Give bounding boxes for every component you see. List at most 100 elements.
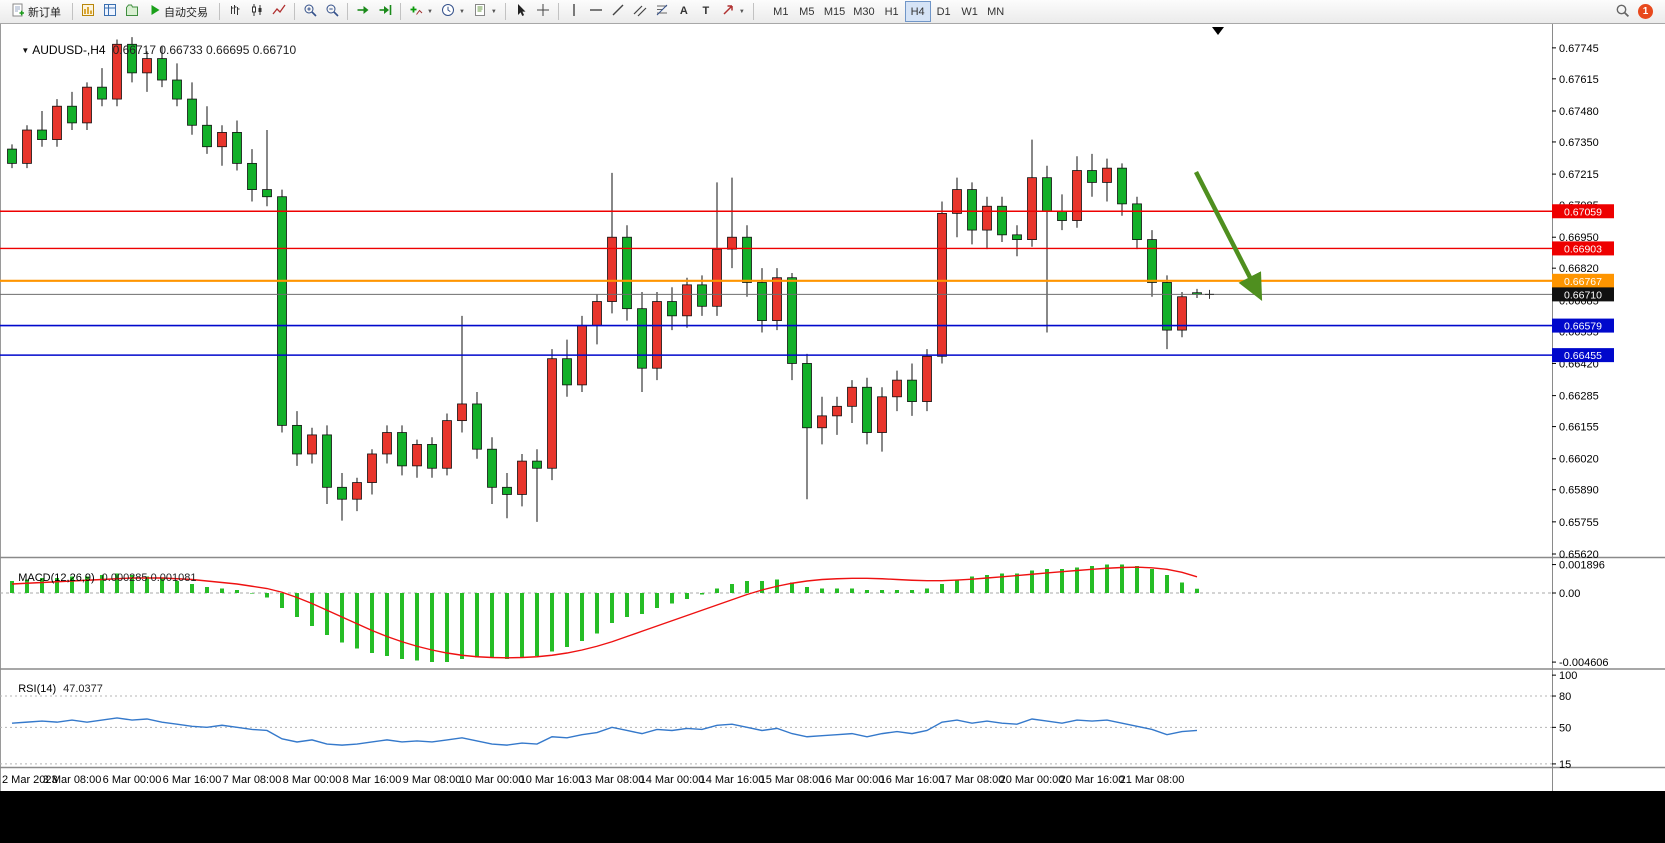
notification-badge[interactable]: 1: [1638, 4, 1653, 19]
toolbar-separator: [219, 3, 220, 20]
svg-text:15 Mar 08:00: 15 Mar 08:00: [760, 774, 825, 786]
data-window-button[interactable]: [99, 1, 121, 22]
price-level-tag: [1552, 204, 1614, 219]
svg-text:13 Mar 08:00: 13 Mar 08:00: [580, 774, 645, 786]
crosshair-icon: [536, 3, 550, 20]
svg-text:10 Mar 00:00: 10 Mar 00:00: [460, 774, 525, 786]
zoom-out-button[interactable]: [321, 1, 343, 22]
indicators-button[interactable]: ▼: [405, 1, 437, 22]
navigator-button[interactable]: [121, 1, 143, 22]
svg-text:0.66710: 0.66710: [1564, 289, 1602, 301]
zoom-in-icon: [303, 3, 317, 20]
macd-axis-labels: 0.001896 0.00 -0.004606: [1552, 560, 1609, 669]
toolbar-separator: [347, 3, 348, 20]
market-watch-button[interactable]: [77, 1, 99, 22]
annotation-arrow[interactable]: [1193, 170, 1263, 302]
toolbar-separator: [557, 3, 559, 20]
line-chart-icon: [272, 3, 286, 20]
timeframe-mn-button[interactable]: MN: [983, 1, 1009, 22]
price-axis-labels[interactable]: 0.67745 0.67615 0.67480 0.67350 0.67215 0.670…: [1552, 43, 1599, 561]
timeframe-group: M1 M5 M15 M30 H1 H4 D1 W1 MN: [768, 1, 1009, 22]
arrows-icon: [721, 3, 735, 20]
templates-button[interactable]: ▼: [469, 1, 501, 22]
timeframe-m15-button[interactable]: M15: [820, 1, 849, 22]
timeframe-m30-button[interactable]: M30: [849, 1, 878, 22]
svg-text:0.66455: 0.66455: [1564, 350, 1602, 362]
auto-trading-icon: [150, 4, 161, 19]
svg-text:7 Mar 08:00: 7 Mar 08:00: [223, 774, 282, 786]
price-level-tag: [1552, 318, 1614, 333]
svg-text:0.66285: 0.66285: [1559, 391, 1599, 403]
timeframe-d1-button[interactable]: D1: [931, 1, 957, 22]
svg-text:0.67745: 0.67745: [1559, 43, 1599, 55]
zoom-out-icon: [325, 3, 339, 20]
trendline-button[interactable]: [607, 1, 629, 22]
toolbar-separator: [752, 3, 754, 20]
svg-text:0.65755: 0.65755: [1559, 517, 1599, 529]
svg-text:15: 15: [1559, 759, 1571, 771]
last-price-marker: [1205, 289, 1214, 299]
svg-text:0.67215: 0.67215: [1559, 169, 1599, 181]
auto-trading-button[interactable]: 自动交易: [143, 1, 215, 22]
zoom-in-button[interactable]: [299, 1, 321, 22]
arrows-button[interactable]: ▼: [717, 1, 749, 22]
svg-text:0.67059: 0.67059: [1564, 206, 1602, 218]
svg-text:0.67615: 0.67615: [1559, 74, 1599, 86]
candlestick-chart-button[interactable]: [246, 1, 268, 22]
bar-chart-icon: [228, 3, 242, 20]
fibonacci-button[interactable]: [651, 1, 673, 22]
cursor-button[interactable]: [510, 1, 532, 22]
timeframe-h4-button[interactable]: H4: [904, 1, 931, 22]
line-chart-button[interactable]: [268, 1, 290, 22]
toolbar-separator: [294, 3, 295, 20]
svg-text:50: 50: [1559, 722, 1571, 734]
toolbar-separator: [400, 3, 401, 20]
svg-text:0.67480: 0.67480: [1559, 106, 1599, 118]
periods-button[interactable]: ▼: [437, 1, 469, 22]
svg-text:10 Mar 16:00: 10 Mar 16:00: [520, 774, 585, 786]
bar-chart-button[interactable]: [224, 1, 246, 22]
svg-text:3 Mar 08:00: 3 Mar 08:00: [43, 774, 102, 786]
svg-text:17 Mar 08:00: 17 Mar 08:00: [940, 774, 1005, 786]
svg-text:9 Mar 08:00: 9 Mar 08:00: [403, 774, 462, 786]
timeframe-m5-button[interactable]: M5: [794, 1, 820, 22]
timeframe-h1-button[interactable]: H1: [879, 1, 905, 22]
periods-icon: [441, 3, 455, 20]
toolbar: 新订单 自动交易 ▼ ▼ ▼ A: [0, 0, 1665, 24]
auto-scroll-button[interactable]: [352, 1, 374, 22]
toolbar-separator: [72, 3, 73, 20]
svg-text:0.66950: 0.66950: [1559, 232, 1599, 244]
vertical-line-icon: [567, 3, 581, 20]
equidistant-channel-button[interactable]: [629, 1, 651, 22]
svg-text:0.66579: 0.66579: [1564, 321, 1602, 333]
svg-text:16 Mar 16:00: 16 Mar 16:00: [880, 774, 945, 786]
timeframe-w1-button[interactable]: W1: [957, 1, 983, 22]
macd-signal-line: [11, 566, 1198, 659]
horizontal-line-button[interactable]: [585, 1, 607, 22]
bottom-bar: [0, 791, 1665, 843]
svg-text:0.65620: 0.65620: [1559, 549, 1599, 561]
rsi-line: [11, 717, 1198, 746]
dropdown-caret-icon: ▼: [738, 8, 745, 15]
svg-text:0.00: 0.00: [1559, 588, 1580, 600]
timeframe-m1-button[interactable]: M1: [768, 1, 794, 22]
svg-text:2 Mar 2023: 2 Mar 2023: [2, 774, 58, 786]
chart-shift-button[interactable]: [374, 1, 396, 22]
text-button[interactable]: A: [673, 1, 695, 22]
svg-text:-0.004606: -0.004606: [1559, 657, 1609, 669]
fibonacci-icon: [655, 3, 669, 20]
text-label-button[interactable]: T: [695, 1, 717, 22]
crosshair-button[interactable]: [532, 1, 554, 22]
new-order-icon: [11, 3, 25, 20]
chart-shift-marker[interactable]: [1212, 27, 1224, 35]
search-button[interactable]: [1611, 1, 1634, 22]
templates-icon: [473, 3, 487, 20]
new-order-button[interactable]: 新订单: [4, 1, 68, 22]
svg-text:21 Mar 08:00: 21 Mar 08:00: [1120, 774, 1185, 786]
vertical-line-button[interactable]: [563, 1, 585, 22]
svg-text:0.65890: 0.65890: [1559, 485, 1599, 497]
dropdown-caret-icon: ▼: [427, 8, 433, 15]
